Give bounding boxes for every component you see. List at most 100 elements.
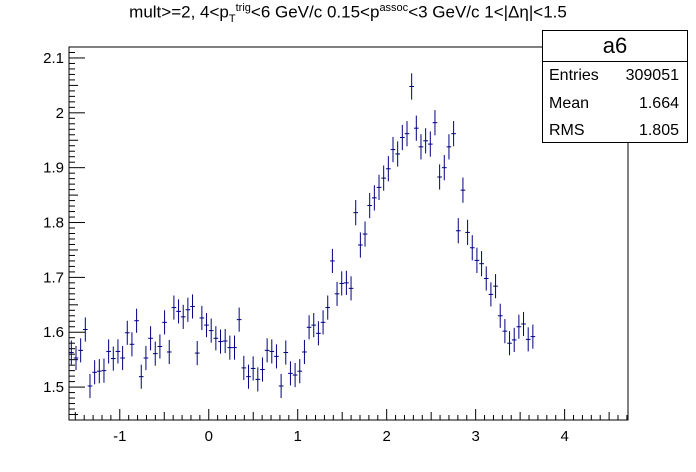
- data-point: [479, 251, 484, 277]
- data-point: [418, 134, 424, 160]
- data-point: [241, 355, 247, 380]
- data-point: [166, 339, 172, 365]
- data-point: [516, 314, 522, 339]
- stats-mean-value: 1.664: [638, 94, 679, 112]
- data-point: [204, 313, 209, 338]
- data-point: [432, 110, 438, 136]
- y-tick-label: 1.7: [43, 269, 64, 286]
- data-point: [143, 345, 149, 371]
- data-point: [199, 305, 205, 331]
- data-point: [302, 339, 307, 365]
- data-point: [171, 295, 177, 320]
- data-point: [399, 124, 405, 151]
- y-tick-label: 1.8: [43, 215, 64, 232]
- data-point: [390, 136, 396, 163]
- data-points: [69, 73, 536, 399]
- data-point: [288, 361, 293, 386]
- data-point: [413, 115, 419, 141]
- data-point: [306, 315, 312, 340]
- y-tick-label: 2: [56, 105, 64, 122]
- data-point: [325, 295, 331, 320]
- stats-rms: RMS 1.805: [543, 117, 687, 145]
- x-tick-label: 0: [205, 428, 213, 445]
- data-point: [344, 270, 349, 295]
- data-point: [96, 359, 102, 384]
- title-part: <6 GeV/c 0.15<p: [250, 2, 380, 22]
- y-tick-label: 2.1: [43, 50, 64, 67]
- data-point: [372, 185, 377, 211]
- data-point: [138, 364, 144, 389]
- data-point: [348, 276, 354, 301]
- data-point: [395, 141, 400, 167]
- data-point: [283, 340, 289, 365]
- data-point: [381, 165, 387, 191]
- data-point: [339, 271, 345, 296]
- data-point: [497, 303, 503, 328]
- data-point: [386, 156, 391, 182]
- data-point: [423, 128, 428, 154]
- data-point: [222, 328, 228, 354]
- data-point: [152, 341, 158, 366]
- stats-name: a6: [543, 31, 687, 62]
- data-point: [493, 274, 498, 299]
- data-point: [78, 338, 83, 363]
- data-point: [232, 335, 237, 360]
- data-point: [437, 164, 442, 190]
- data-point: [404, 121, 410, 147]
- data-point: [502, 319, 508, 344]
- data-point: [362, 221, 368, 247]
- data-point: [376, 174, 382, 201]
- data-point: [358, 232, 363, 258]
- data-point: [120, 345, 125, 371]
- data-point: [236, 307, 242, 332]
- y-tick-label: 1.9: [43, 160, 64, 177]
- data-point: [465, 219, 470, 246]
- chart-title: mult>=2, 4<pTtrig<6 GeV/c 0.15<passoc<3 …: [0, 2, 696, 25]
- y-tick-label: 1.6: [43, 324, 64, 341]
- stats-rms-label: RMS: [549, 122, 585, 139]
- data-point: [110, 346, 116, 371]
- data-point: [218, 329, 223, 354]
- data-point: [297, 359, 303, 384]
- data-point: [334, 281, 340, 306]
- data-point: [469, 235, 475, 261]
- data-point: [427, 131, 433, 157]
- data-point: [124, 320, 130, 345]
- x-axis: -1 0 1 2 3 4: [74, 409, 628, 445]
- data-point: [190, 294, 195, 319]
- data-point: [194, 341, 200, 366]
- data-point: [511, 327, 517, 352]
- data-point: [441, 155, 447, 181]
- data-point: [162, 310, 167, 335]
- x-tick-label: -1: [113, 428, 126, 445]
- data-point: [488, 282, 494, 307]
- y-tick-label: 1.5: [43, 379, 64, 396]
- stats-entries-label: Entries: [549, 67, 599, 84]
- x-tick-label: 3: [471, 428, 479, 445]
- data-point: [185, 297, 191, 322]
- stats-rms-value: 1.805: [638, 122, 679, 139]
- data-point: [292, 362, 298, 388]
- data-point: [82, 317, 88, 342]
- x-tick-label: 1: [294, 428, 302, 445]
- data-point: [311, 313, 317, 338]
- data-point: [180, 304, 186, 329]
- x-tick-label: 2: [383, 428, 391, 445]
- data-point: [521, 311, 526, 337]
- data-point: [507, 331, 512, 356]
- data-point: [227, 335, 233, 360]
- data-point: [134, 308, 139, 333]
- data-point: [115, 339, 121, 364]
- stats-mean: Mean 1.664: [543, 90, 687, 118]
- data-point: [264, 338, 270, 363]
- data-point: [278, 373, 284, 399]
- data-point: [255, 367, 261, 392]
- data-point: [474, 247, 480, 273]
- data-point: [106, 339, 111, 364]
- data-point: [148, 326, 153, 351]
- data-point: [460, 177, 466, 203]
- data-point: [260, 357, 265, 382]
- data-point: [451, 121, 456, 147]
- data-point: [92, 360, 97, 385]
